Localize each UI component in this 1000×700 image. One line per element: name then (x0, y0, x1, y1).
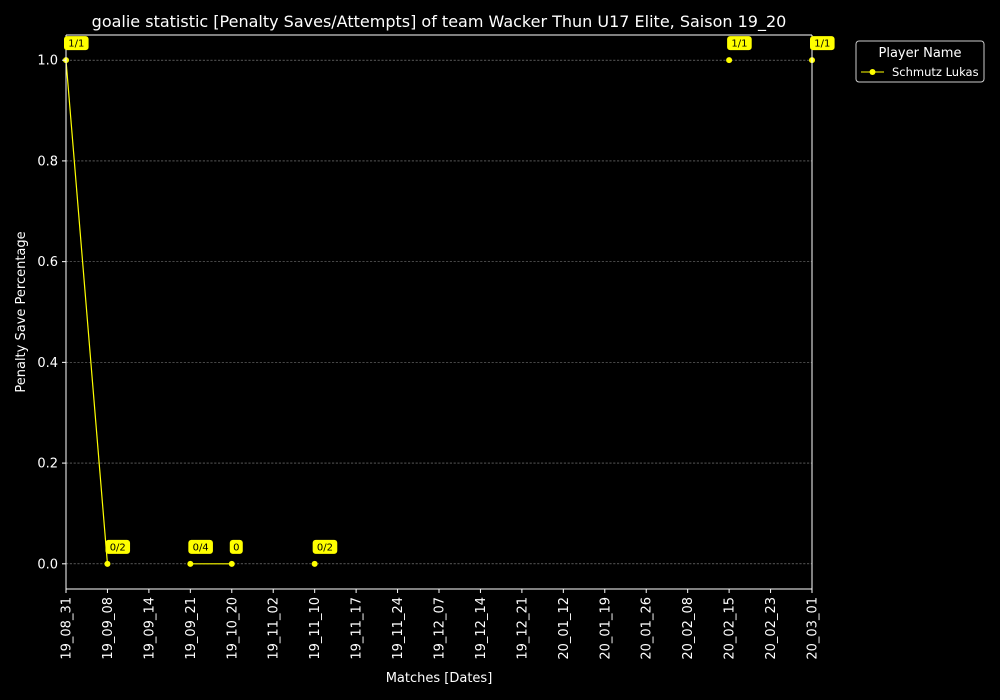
data-label: 0 (233, 542, 239, 553)
x-tick-label: 19_12_07 (433, 597, 448, 660)
x-tick-label: 20_02_08 (681, 597, 696, 660)
data-label: 1/1 (68, 39, 84, 50)
y-axis-label: Penalty Save Percentage (14, 231, 29, 392)
y-tick-label: 0.2 (37, 457, 58, 472)
x-tick-label: 19_11_02 (267, 597, 282, 660)
data-point (726, 57, 733, 64)
data-label: 1/1 (731, 39, 747, 50)
x-tick-label: 20_02_23 (764, 597, 779, 660)
data-point (311, 560, 318, 567)
x-tick-label: 19_12_14 (474, 597, 489, 660)
data-label-box (229, 539, 243, 554)
data-label: 0/4 (193, 542, 209, 553)
x-tick-label: 19_11_17 (350, 597, 365, 660)
chart-title: goalie statistic [Penalty Saves/Attempts… (92, 12, 787, 32)
data-label: 1/1 (814, 39, 830, 50)
x-axis-label: Matches [Dates] (386, 671, 493, 686)
x-tick-label: 20_01_26 (640, 597, 655, 660)
y-tick-label: 0.6 (37, 255, 58, 270)
data-label-box (312, 539, 338, 554)
data-label-box (64, 36, 89, 51)
x-ticks: 19_08_31 19_09_08 19_09_14 19_09_21 19_10_20… (60, 589, 821, 660)
x-tick-label: 20_01_12 (557, 597, 572, 660)
y-tick-label: 0.0 (37, 557, 58, 572)
legend: Player Name Schmutz Lukas (855, 40, 985, 83)
x-tick-label: 19_09_21 (184, 597, 199, 660)
y-tick-label: 1.0 (37, 54, 58, 69)
data-labels: 1/1 0/2 0/4 0 0/2 1/1 1/1 (64, 36, 835, 554)
series-layer (63, 57, 815, 567)
x-tick-label: 20_03_01 (806, 597, 821, 660)
legend-title: Player Name (879, 46, 962, 61)
x-tick-label: 19_11_24 (391, 597, 406, 660)
y-ticks: 0.0 0.2 0.4 0.6 0.8 1.0 (37, 54, 66, 572)
data-label-box (727, 36, 752, 51)
x-tick-label: 19_09_14 (142, 597, 157, 660)
x-tick-label: 20_01_19 (598, 597, 613, 660)
data-label: 0/2 (317, 542, 333, 553)
data-label-box (810, 36, 835, 51)
legend-marker-dot (869, 69, 876, 75)
legend-entry-label: Schmutz Lukas (892, 65, 979, 79)
y-tick-label: 0.8 (37, 154, 58, 169)
series-line-segment (65, 60, 109, 564)
data-point (104, 560, 111, 567)
x-tick-label: 19_10_20 (225, 597, 240, 660)
x-tick-label: 19_11_10 (308, 597, 323, 660)
data-point (187, 560, 194, 567)
legend-frame (855, 40, 985, 83)
data-label-box (188, 539, 213, 554)
axes (65, 34, 813, 590)
x-tick-label: 19_12_21 (515, 597, 530, 660)
x-tick-label: 19_09_08 (101, 597, 116, 660)
x-tick-label: 19_08_31 (60, 597, 75, 660)
grid-lines (66, 59, 812, 565)
data-point (228, 560, 235, 567)
data-label-box (105, 539, 131, 554)
data-label: 0/2 (110, 542, 126, 553)
y-tick-label: 0.4 (37, 356, 58, 371)
x-tick-label: 20_02_15 (723, 597, 738, 660)
